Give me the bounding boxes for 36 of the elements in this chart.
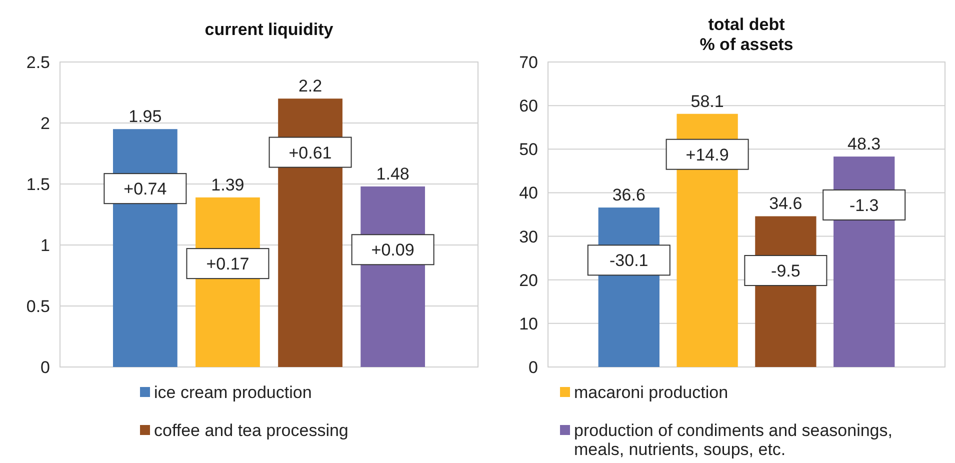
annotation: -9.5 xyxy=(771,262,800,281)
y-tick-label: 10 xyxy=(519,314,538,334)
annotation: +0.17 xyxy=(206,254,250,274)
y-tick-label: 0 xyxy=(40,358,50,377)
data-label: 48.3 xyxy=(848,134,881,154)
chart-title: current liquidity xyxy=(204,20,334,39)
annotation: +0.61 xyxy=(288,143,332,162)
y-tick-label: 1 xyxy=(40,236,50,255)
legend-label: coffee and tea processing xyxy=(154,421,348,440)
annotation: +0.74 xyxy=(124,180,167,199)
y-tick-label: 2.5 xyxy=(26,53,50,72)
y-tick-label: 0.5 xyxy=(26,297,50,316)
y-tick-label: 40 xyxy=(519,184,538,203)
legend-label: macaroni production xyxy=(574,383,728,402)
data-label: 34.6 xyxy=(769,194,802,214)
y-tick-label: 60 xyxy=(519,96,538,116)
legend-label: ice cream production xyxy=(154,383,312,402)
y-tick-label: 2 xyxy=(40,114,50,133)
data-label: 58.1 xyxy=(690,92,724,111)
annotation: +0.09 xyxy=(371,240,414,260)
y-tick-label: 20 xyxy=(519,270,538,290)
y-tick-label: 0 xyxy=(528,358,538,377)
y-tick-label: 30 xyxy=(519,227,538,246)
y-tick-label: 1.5 xyxy=(26,175,50,194)
annotation: -30.1 xyxy=(610,251,648,270)
y-tick-label: 50 xyxy=(519,140,538,160)
data-label: 1.39 xyxy=(211,175,244,194)
annotation: -1.3 xyxy=(849,196,879,215)
data-label: 36.6 xyxy=(612,186,646,205)
data-label: 2.2 xyxy=(298,76,322,96)
legend-label: production of condiments and seasonings, meals, nutrients, soups, etc. xyxy=(574,421,892,459)
data-label: 1.95 xyxy=(128,107,162,126)
chart-title: total debt % of assets xyxy=(700,15,794,54)
y-tick-label: 70 xyxy=(519,53,538,72)
annotation: +14.9 xyxy=(686,145,729,164)
data-label: 1.48 xyxy=(376,164,410,184)
